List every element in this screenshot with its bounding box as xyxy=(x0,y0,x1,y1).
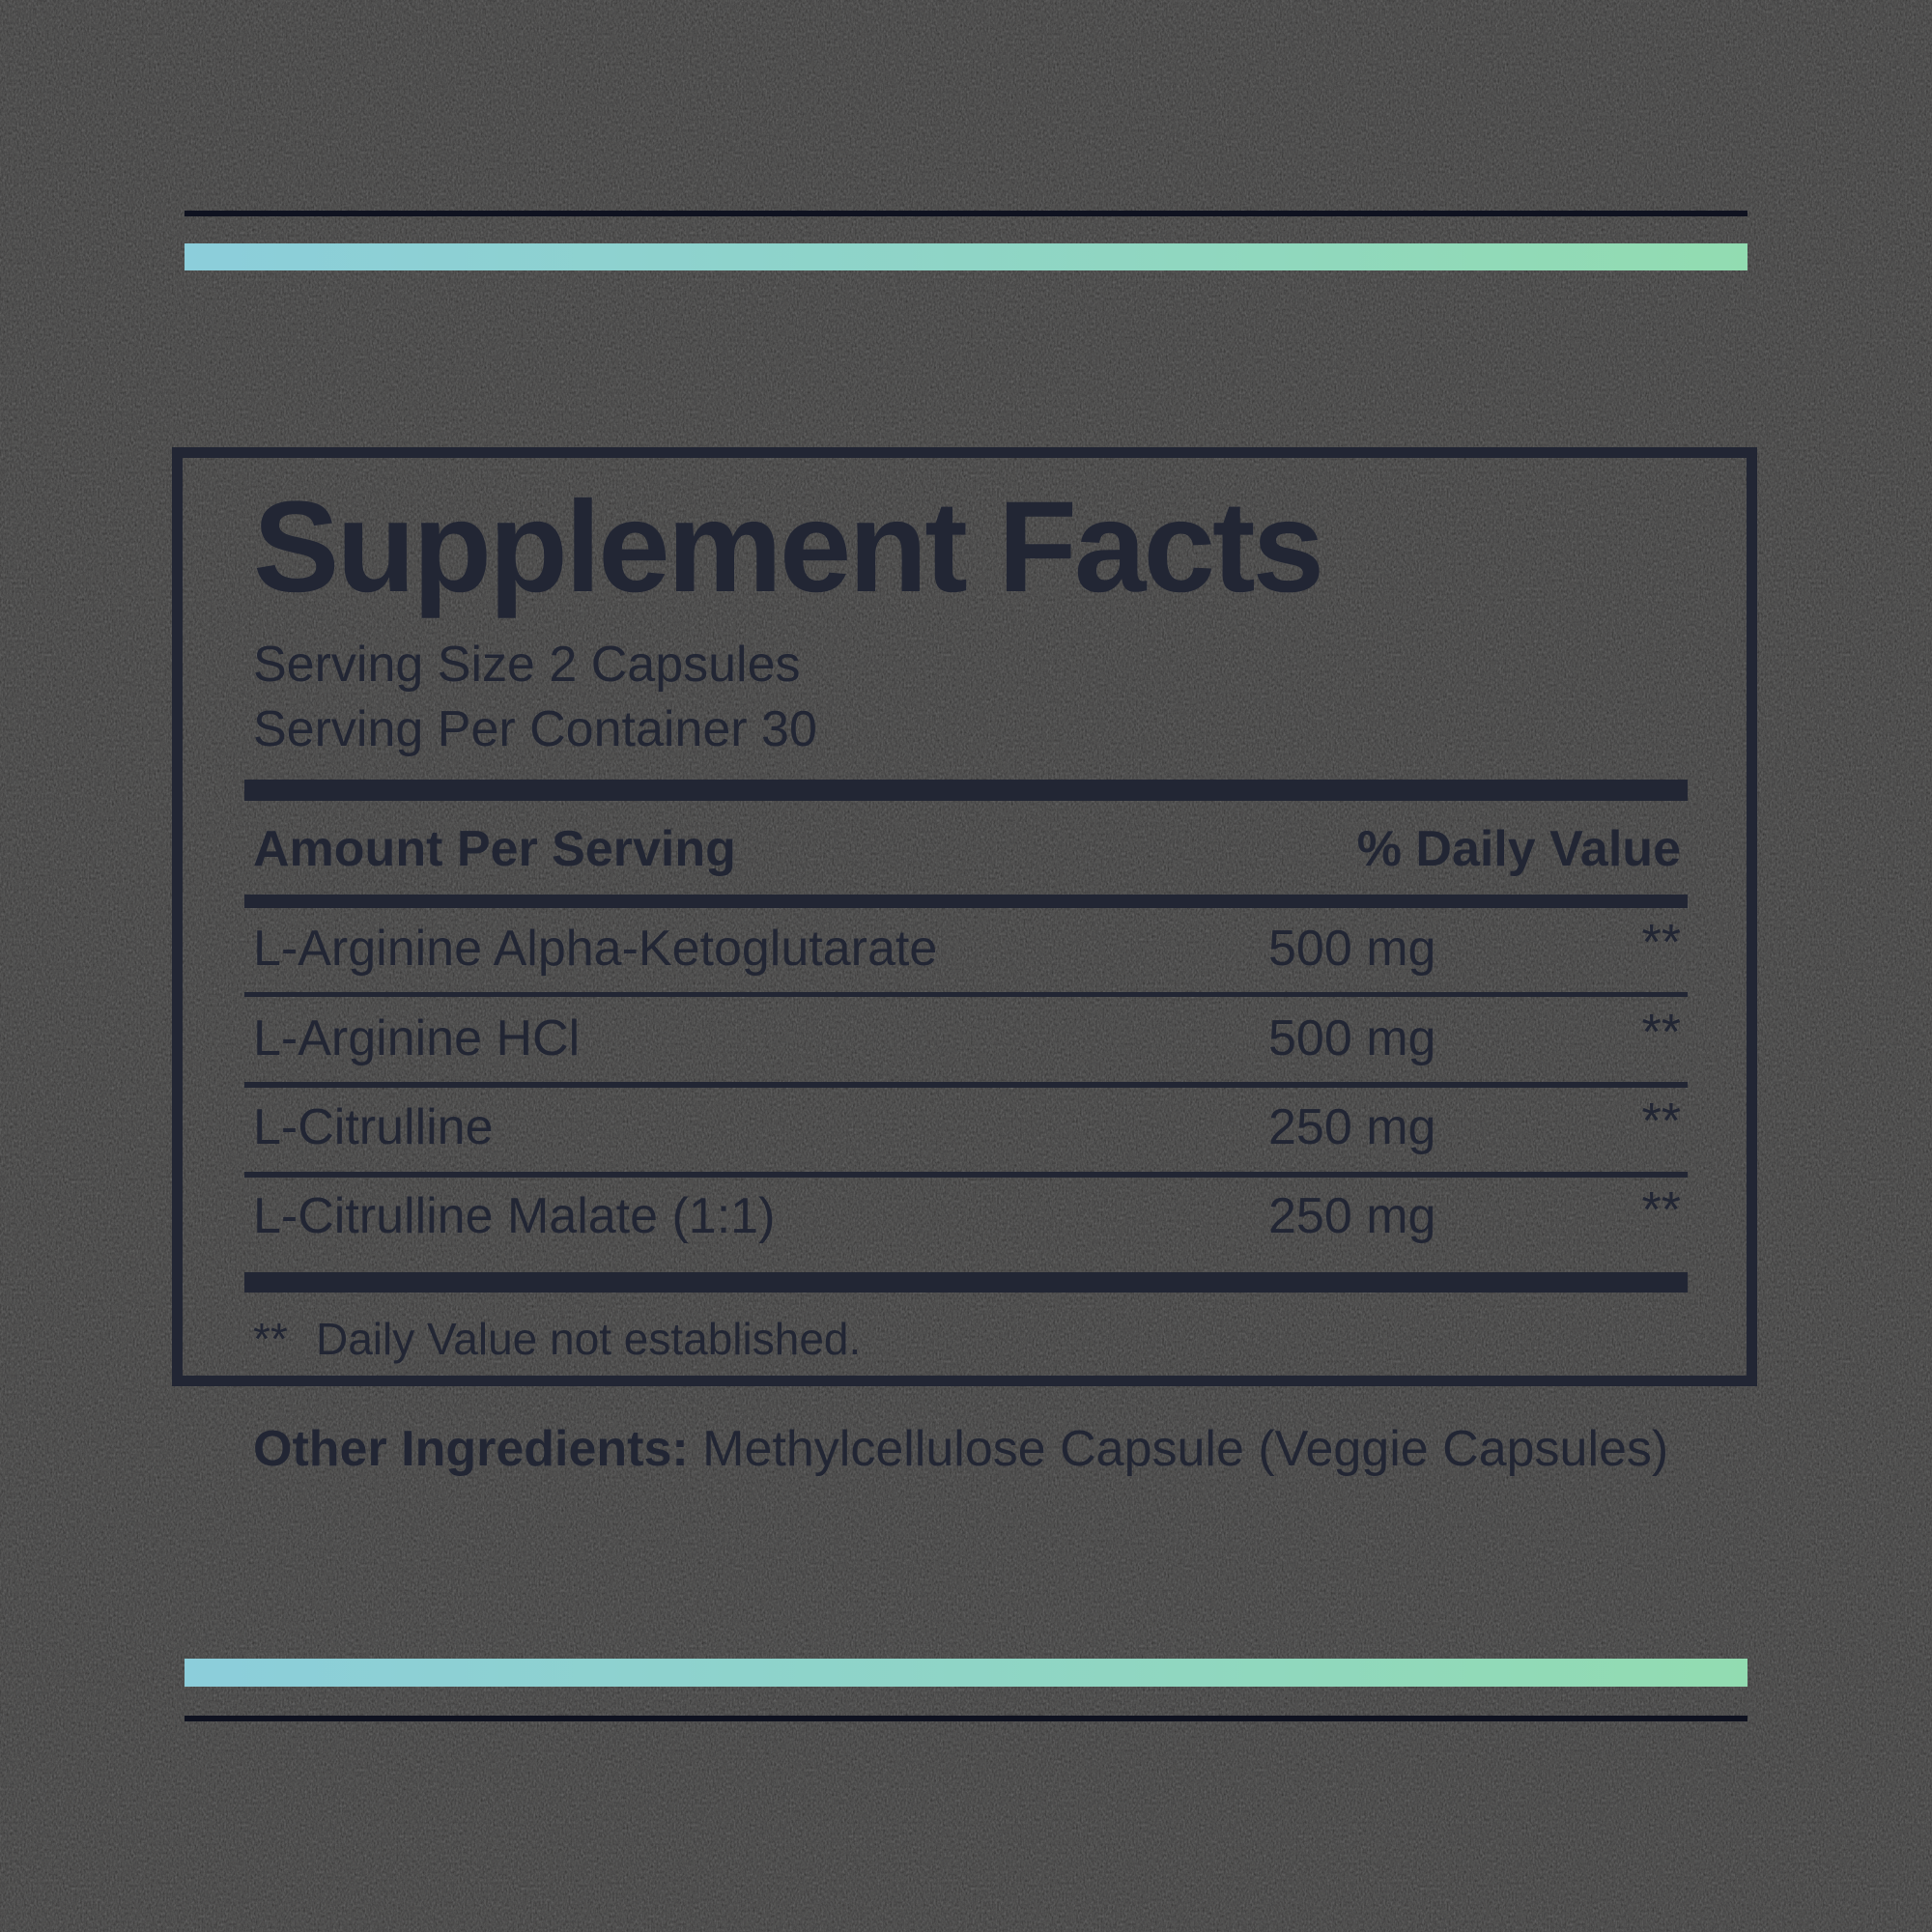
other-ingredients-label: Other Ingredients: xyxy=(253,1421,689,1477)
daily-value-header: % Daily Value xyxy=(1356,821,1681,877)
bottom-rule-line xyxy=(185,1716,1747,1721)
ingredient-dv: ** xyxy=(1641,1182,1681,1238)
ingredient-dv: ** xyxy=(1641,1094,1681,1150)
top-gradient-bar xyxy=(185,243,1747,270)
ingredient-amount: 500 mg xyxy=(1268,1010,1436,1066)
header-divider xyxy=(244,895,1688,908)
row-divider xyxy=(244,992,1688,997)
footnote-symbol: ** xyxy=(253,1314,288,1364)
ingredient-name: L-Citrulline xyxy=(253,1099,494,1155)
row-divider xyxy=(244,1172,1688,1178)
servings-per-container-text: Serving Per Container 30 xyxy=(253,701,817,757)
other-ingredients-text: Other Ingredients: Methylcellulose Capsu… xyxy=(253,1424,1668,1474)
ingredient-dv: ** xyxy=(1641,1005,1681,1061)
ingredient-name: L-Arginine Alpha-Ketoglutarate xyxy=(253,921,938,977)
ingredient-amount: 250 mg xyxy=(1268,1099,1436,1155)
supplement-facts-box xyxy=(172,447,1757,1386)
panel-title: Supplement Facts xyxy=(253,475,1324,619)
ingredient-dv: ** xyxy=(1641,915,1681,971)
ingredient-amount: 500 mg xyxy=(1268,921,1436,977)
ingredient-name: L-Citrulline Malate (1:1) xyxy=(253,1188,776,1244)
amount-per-serving-header: Amount Per Serving xyxy=(253,821,736,877)
other-ingredients-value: Methylcellulose Capsule (Veggie Capsules… xyxy=(688,1421,1669,1477)
bottom-gradient-bar xyxy=(185,1659,1747,1687)
ingredient-amount: 250 mg xyxy=(1268,1188,1436,1244)
top-rule-line xyxy=(185,211,1747,216)
table-top-bar xyxy=(244,780,1688,801)
serving-size-text: Serving Size 2 Capsules xyxy=(253,637,801,693)
footnote-text: Daily Value not established. xyxy=(316,1314,862,1364)
ingredient-name: L-Arginine HCl xyxy=(253,1010,581,1066)
row-divider xyxy=(244,1082,1688,1088)
table-bottom-bar xyxy=(244,1272,1688,1293)
